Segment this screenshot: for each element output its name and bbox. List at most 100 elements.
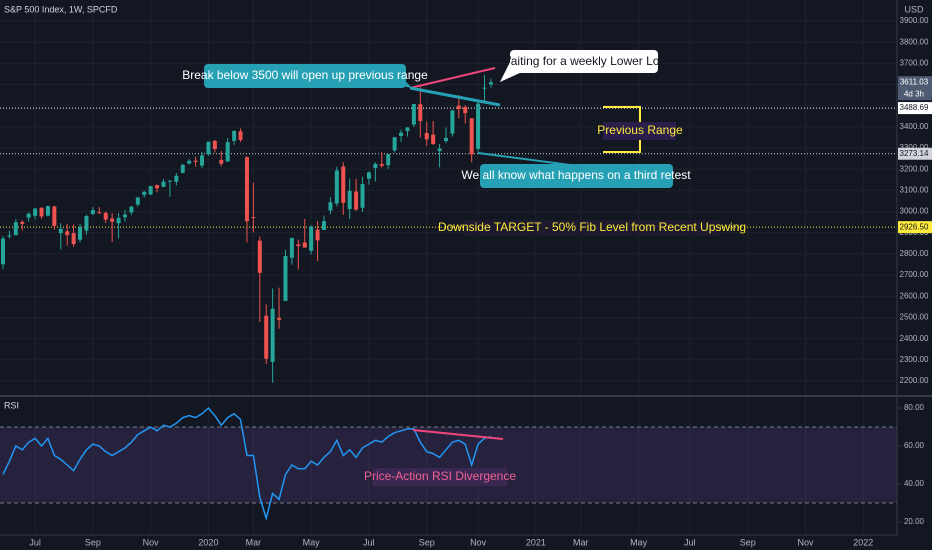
trend-line xyxy=(409,67,496,89)
candle-body xyxy=(129,206,134,213)
grid xyxy=(0,0,901,535)
annotation: Price-Action RSI Divergence xyxy=(364,469,516,483)
candle-body xyxy=(315,229,320,241)
y-tick-label: 2700.00 xyxy=(900,270,929,279)
label-box xyxy=(603,122,676,140)
y-tick-label: 3100.00 xyxy=(900,186,929,195)
candle-body xyxy=(450,110,455,134)
label-box xyxy=(464,220,720,236)
candle-body xyxy=(257,240,262,273)
rsi-line xyxy=(2,407,492,521)
candle-body xyxy=(26,213,31,218)
candle-body xyxy=(386,154,391,166)
candle-body xyxy=(366,172,371,179)
y-tick-label: 2400.00 xyxy=(900,334,929,343)
candle-body xyxy=(148,186,153,195)
candle-body xyxy=(135,197,140,205)
candle-body xyxy=(469,118,474,155)
candle-body xyxy=(289,238,294,258)
y-tick-label: 3800.00 xyxy=(900,37,929,46)
marks xyxy=(0,74,897,521)
y-tick-label: 3000.00 xyxy=(900,207,929,216)
candle-body xyxy=(110,218,115,222)
candle-body xyxy=(488,82,493,85)
x-tick-label: Sep xyxy=(740,537,756,547)
candle-body xyxy=(302,242,307,248)
candle-body xyxy=(174,175,179,182)
candle-body xyxy=(347,190,352,210)
annotation: Downside TARGET - 50% Fib Level from Rec… xyxy=(438,220,746,234)
candle-body xyxy=(78,227,83,240)
callout-box xyxy=(480,164,673,188)
candle-body xyxy=(1,238,5,265)
level-label-box xyxy=(898,221,932,234)
x-tick-label: May xyxy=(303,537,321,547)
candle-body xyxy=(90,210,95,214)
candle-body xyxy=(379,164,384,166)
y-tick-label: 3700.00 xyxy=(900,58,929,67)
y-tick-label: 3400.00 xyxy=(900,122,929,131)
candle-body xyxy=(13,222,18,236)
candle-body xyxy=(238,131,243,140)
y-tick-label: 40.00 xyxy=(904,479,925,488)
candle-body xyxy=(219,159,224,164)
candle-body xyxy=(476,103,481,149)
x-tick-label: 2020 xyxy=(198,537,218,547)
candle-body xyxy=(65,231,70,236)
candle-body xyxy=(270,308,275,362)
candle-body xyxy=(7,235,12,237)
y-tick-label: 3900.00 xyxy=(900,16,929,25)
candle-body xyxy=(187,160,192,164)
y-tick-label: 60.00 xyxy=(904,441,925,450)
candle-body xyxy=(167,180,172,182)
candle-body xyxy=(212,140,217,150)
last-price-label: 3611.03 xyxy=(900,77,929,86)
candle-body xyxy=(424,133,429,140)
x-tick-label: 2021 xyxy=(526,537,546,547)
candle-body xyxy=(392,137,397,151)
countdown: 4d 3h xyxy=(904,89,924,98)
y-tick-label: 2200.00 xyxy=(900,376,929,385)
candle-body xyxy=(456,105,461,110)
candle-body xyxy=(277,317,282,320)
x-tick-label: Jul xyxy=(684,537,696,547)
annotation: Previous Range xyxy=(597,123,683,137)
y-tick-label: 20.00 xyxy=(904,517,925,526)
candle-body xyxy=(103,212,108,220)
candle-body xyxy=(84,216,89,231)
candle-body xyxy=(411,103,416,125)
level-label: 3488.69 xyxy=(900,103,929,112)
last-price-box xyxy=(898,76,932,101)
candle-body xyxy=(418,104,423,122)
x-tick-label: Mar xyxy=(573,537,589,547)
x-tick-label: Sep xyxy=(85,537,101,547)
candle-body xyxy=(437,148,442,152)
candle-body xyxy=(244,157,249,222)
chart-title: S&P 500 Index, 1W, SPCFD xyxy=(4,4,118,14)
callout-box xyxy=(510,50,658,73)
candle-body xyxy=(399,132,404,136)
x-tick-label: Nov xyxy=(797,537,814,547)
candle-body xyxy=(296,244,301,247)
candle-body xyxy=(20,221,25,224)
candle-body xyxy=(341,166,346,203)
y-tick-label: 2600.00 xyxy=(900,291,929,300)
candle-body xyxy=(482,87,487,89)
callout-box xyxy=(204,64,406,88)
x-tick-label: Mar xyxy=(246,537,262,547)
candle-body xyxy=(58,228,63,234)
candle-body xyxy=(193,160,198,162)
level-label-box xyxy=(898,102,932,115)
candle-body xyxy=(251,217,256,219)
x-tick-label: Nov xyxy=(143,537,160,547)
candle-body xyxy=(431,134,436,145)
candle-body xyxy=(180,164,185,173)
candle-body xyxy=(33,208,38,216)
trend-line xyxy=(409,86,501,107)
annotation: We all know what happens on a third rete… xyxy=(461,168,691,182)
y-tick-label: 2500.00 xyxy=(900,313,929,322)
candle-body xyxy=(45,206,50,216)
annotation: Waiting for a weekly Lower Low xyxy=(500,54,669,68)
candle-body xyxy=(443,137,448,142)
candle-body xyxy=(206,141,211,155)
